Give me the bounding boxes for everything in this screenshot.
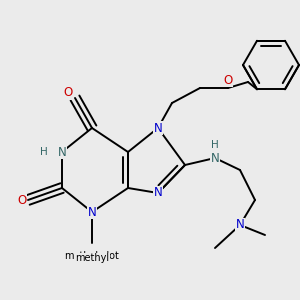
Text: N: N [236,218,244,232]
Text: H: H [40,147,48,157]
Text: methyl: methyl [75,253,109,263]
Text: N: N [154,122,162,134]
Text: N: N [88,206,96,218]
Text: methyl_dot: methyl_dot [64,250,119,262]
Text: O: O [17,194,27,206]
Text: N: N [58,146,66,158]
Text: N: N [211,152,219,164]
Text: H: H [211,140,219,150]
Text: N: N [154,187,162,200]
Text: O: O [63,86,73,100]
Text: O: O [224,74,232,86]
